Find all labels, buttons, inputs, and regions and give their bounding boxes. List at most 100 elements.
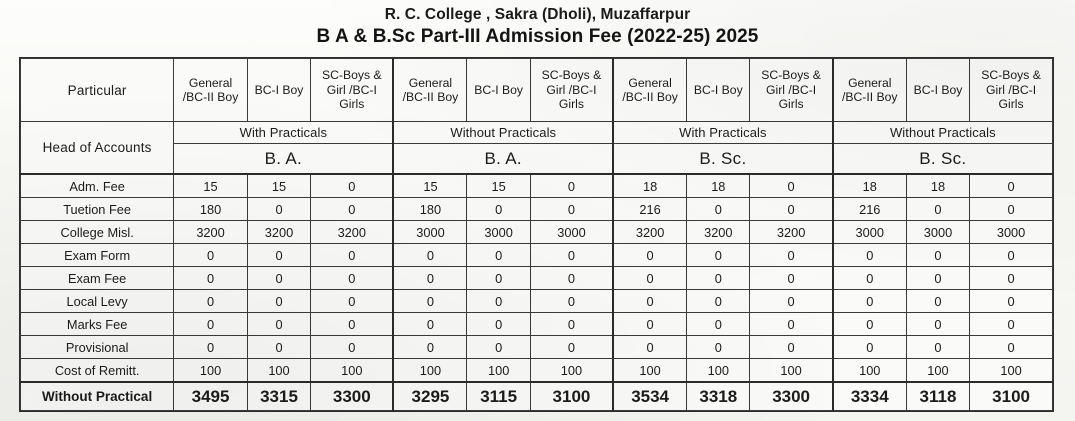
page-title: B A & B.Sc Part-III Admission Fee (2022-… — [316, 26, 759, 47]
cell-value: 0 — [392, 335, 468, 359]
cell-value: 0 — [905, 335, 971, 359]
cell-value: 0 — [686, 289, 751, 313]
cell-value: 0 — [686, 197, 751, 221]
table-row: Exam Form 0 0 0 0 0 0 0 0 0 0 0 0 — [19, 243, 1053, 267]
column-header-sc-line1: SC-Boys & — [761, 68, 821, 83]
cell-value: 216 — [831, 197, 907, 221]
column-header-sc-line2: Girl /BC-I — [326, 82, 377, 97]
cell-value: 0 — [831, 243, 907, 267]
cell-value: 0 — [686, 335, 751, 359]
cell-value: 0 — [749, 197, 834, 221]
cell-value: 100 — [392, 358, 468, 383]
cell-value: 0 — [686, 266, 751, 290]
cell-total-value: 3115 — [466, 381, 531, 411]
admission-fee-table: Particular General/BC-II Boy BC-I Boy SC-Bo… — [19, 57, 1054, 412]
cell-value: 0 — [831, 335, 907, 359]
cell-value: 0 — [466, 197, 531, 221]
cell-value: 0 — [905, 266, 971, 290]
column-header-general-line1: General — [628, 75, 672, 90]
column-header-bc1: BC-I Boy — [686, 58, 751, 122]
cell-value: 180 — [392, 197, 468, 221]
cell-value: 0 — [466, 243, 531, 267]
column-header-sc-line3: Girls — [998, 97, 1024, 112]
table-row: College Misl. 3200 3200 3200 3000 3000 3000 320… — [19, 220, 1053, 244]
cell-value: 100 — [612, 358, 688, 383]
table-row: Marks Fee 0 0 0 0 0 0 0 0 0 0 0 0 — [19, 312, 1053, 336]
cell-value: 100 — [310, 358, 394, 383]
header-practicals-group-1: With Practicals — [173, 121, 394, 144]
cell-value: 0 — [969, 197, 1053, 221]
row-label-tuetion-fee: Tuetion Fee — [19, 197, 175, 221]
header-practicals-group-3: With Practicals — [612, 121, 834, 144]
column-header-general-line2: /BC-II Boy — [182, 90, 239, 104]
cell-total-value: 3534 — [612, 381, 688, 411]
column-header-sc-line3: Girls — [778, 97, 804, 112]
column-header-general-line2: /BC-II Boy — [622, 90, 678, 104]
cell-value: 0 — [173, 289, 248, 313]
cell-value: 0 — [392, 289, 468, 313]
cell-value: 0 — [310, 335, 394, 359]
table-header-row-practicals: Head of Accounts With Practicals Without P… — [19, 121, 1053, 175]
row-label-cost-of-remitt: Cost of Remitt. — [19, 358, 175, 383]
cell-value: 0 — [246, 266, 312, 290]
cell-value: 0 — [310, 197, 394, 221]
cell-value: 15 — [392, 173, 468, 198]
cell-total-value: 3315 — [246, 381, 312, 411]
header-particular: Particular — [19, 58, 175, 122]
cell-value: 0 — [246, 289, 312, 313]
cell-value: 3000 — [466, 220, 531, 244]
cell-total-value: 3300 — [310, 381, 394, 411]
row-label-total: Without Practical — [19, 381, 175, 411]
cell-value: 0 — [749, 289, 834, 313]
column-header-sc-line3: Girls — [558, 97, 584, 112]
cell-value: 0 — [246, 335, 312, 359]
cell-value: 0 — [392, 266, 468, 290]
column-header-general: General/BC-II Boy — [831, 58, 907, 122]
cell-value: 0 — [392, 243, 468, 267]
cell-value: 15 — [466, 173, 531, 198]
row-label-adm-fee: Adm. Fee — [19, 173, 175, 198]
cell-value: 100 — [173, 358, 248, 383]
column-header-bc1: BC-I Boy — [246, 58, 312, 122]
table-header-row-categories: Particular General/BC-II Boy BC-I Boy SC-Bo… — [19, 58, 1053, 122]
cell-value: 0 — [529, 266, 614, 290]
column-header-sc: SC-Boys & Girl /BC-I Girls — [749, 58, 834, 122]
cell-value: 0 — [749, 243, 834, 267]
college-name: R. C. College , Sakra (Dholi), Muzaffarp… — [384, 6, 691, 23]
cell-value: 0 — [529, 173, 614, 198]
cell-value: 3000 — [392, 220, 468, 244]
column-header-sc: SC-Boys & Girl /BC-I Girls — [529, 58, 614, 122]
cell-value: 3000 — [529, 220, 614, 244]
cell-value: 0 — [246, 243, 312, 267]
cell-value: 100 — [969, 358, 1053, 383]
column-header-sc-line2: Girl /BC-I — [766, 82, 817, 97]
cell-value: 0 — [173, 335, 248, 359]
table-row: Cost of Remitt. 100 100 100 100 100 100 100 100 1… — [19, 358, 1053, 383]
cell-value: 0 — [905, 289, 971, 313]
cell-value: 0 — [831, 289, 907, 313]
cell-value: 0 — [466, 289, 531, 313]
cell-value: 0 — [612, 335, 688, 359]
cell-value: 180 — [173, 197, 248, 221]
column-header-bc1: BC-I Boy — [905, 58, 971, 122]
header-course-group-4: B. Sc. — [831, 143, 1053, 175]
row-label-provisional: Provisional — [19, 335, 175, 359]
cell-value: 0 — [969, 312, 1053, 336]
cell-value: 3000 — [969, 220, 1053, 244]
cell-value: 0 — [831, 312, 907, 336]
cell-value: 0 — [529, 243, 614, 267]
cell-value: 100 — [246, 358, 312, 383]
table-row: Local Levy 0 0 0 0 0 0 0 0 0 0 0 0 — [19, 289, 1053, 313]
column-header-general-line1: General — [408, 75, 453, 90]
cell-total-value: 3300 — [749, 381, 834, 411]
cell-total-value: 3118 — [905, 381, 971, 411]
header-practicals-group-2: Without Practicals — [392, 121, 614, 144]
cell-total-value: 3100 — [969, 381, 1053, 411]
cell-value: 0 — [310, 173, 394, 198]
cell-value: 3200 — [749, 220, 834, 244]
cell-value: 3200 — [686, 220, 751, 244]
cell-value: 0 — [686, 312, 751, 336]
column-header-general: General/BC-II Boy — [392, 58, 468, 122]
cell-value: 100 — [749, 358, 834, 383]
cell-value: 0 — [831, 266, 907, 290]
